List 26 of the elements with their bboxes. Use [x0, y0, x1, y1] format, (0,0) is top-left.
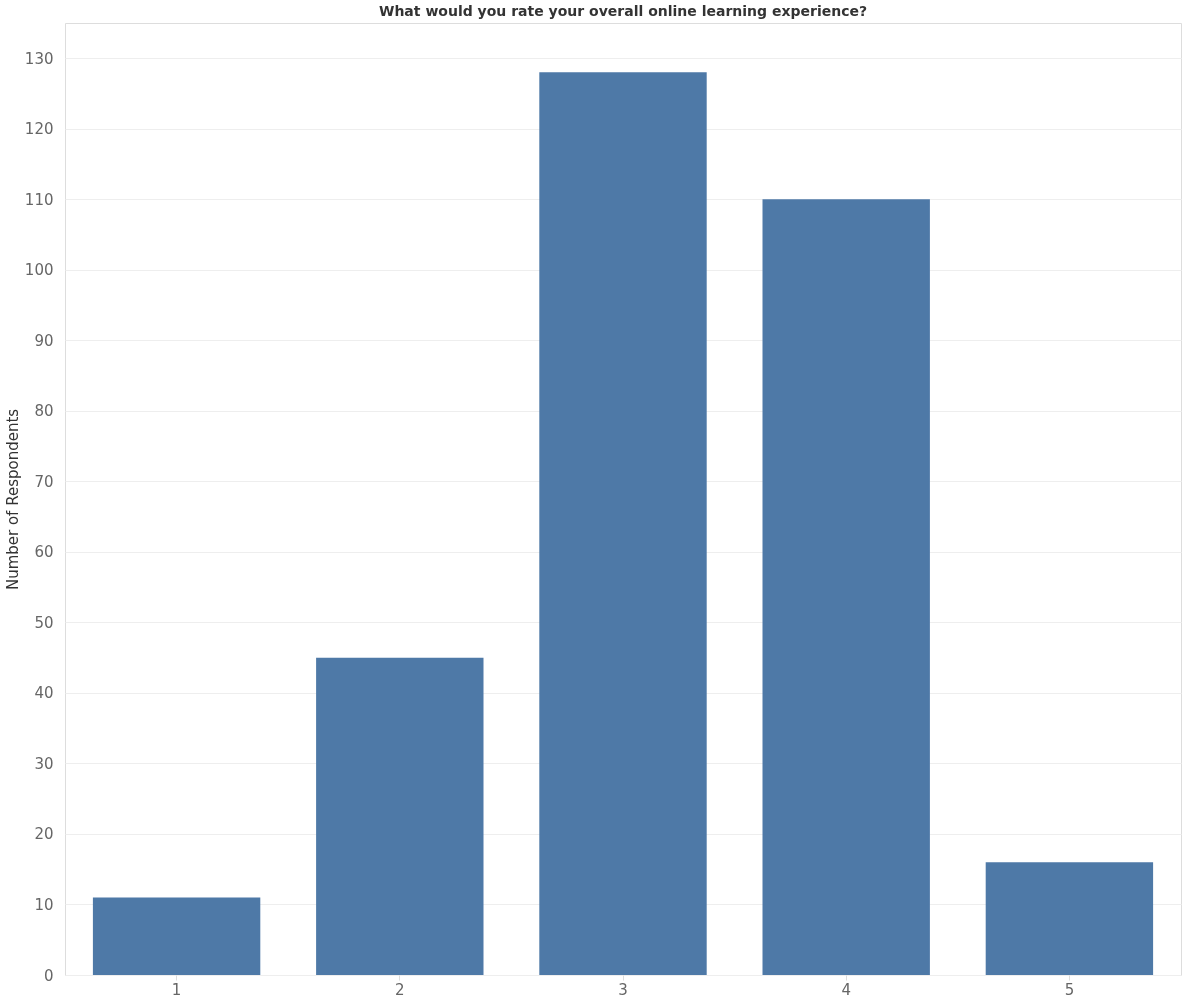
y-tick-label: 20 [34, 825, 54, 844]
y-tick-label: 0 [43, 966, 54, 985]
bar [539, 72, 707, 975]
y-axis-title: Number of Respondents [3, 408, 22, 591]
x-tick-label: 2 [395, 980, 405, 999]
bar [985, 862, 1154, 975]
y-tick-label: 90 [34, 331, 54, 350]
y-tick-label: 130 [24, 49, 54, 68]
y-tick-label: 10 [34, 895, 54, 914]
y-tick-label: 60 [34, 543, 54, 562]
chart-title: What would you rate your overall online learning experience? [378, 3, 868, 19]
x-tick-label: 3 [618, 980, 628, 999]
x-tick-label: 1 [171, 980, 182, 999]
bar [316, 657, 484, 975]
bar [762, 199, 930, 975]
y-tick-label: 40 [34, 684, 54, 703]
y-tick-label: 100 [24, 261, 54, 280]
x-tick-label: 5 [1064, 980, 1075, 999]
y-tick-label: 70 [34, 472, 54, 491]
y-tick-label: 80 [34, 402, 54, 421]
bar [92, 897, 261, 975]
y-tick-label: 50 [34, 613, 54, 632]
y-tick-label: 30 [34, 754, 54, 773]
x-tick-label: 4 [841, 980, 851, 999]
y-tick-label: 110 [24, 190, 54, 209]
y-tick-label: 120 [24, 120, 54, 139]
